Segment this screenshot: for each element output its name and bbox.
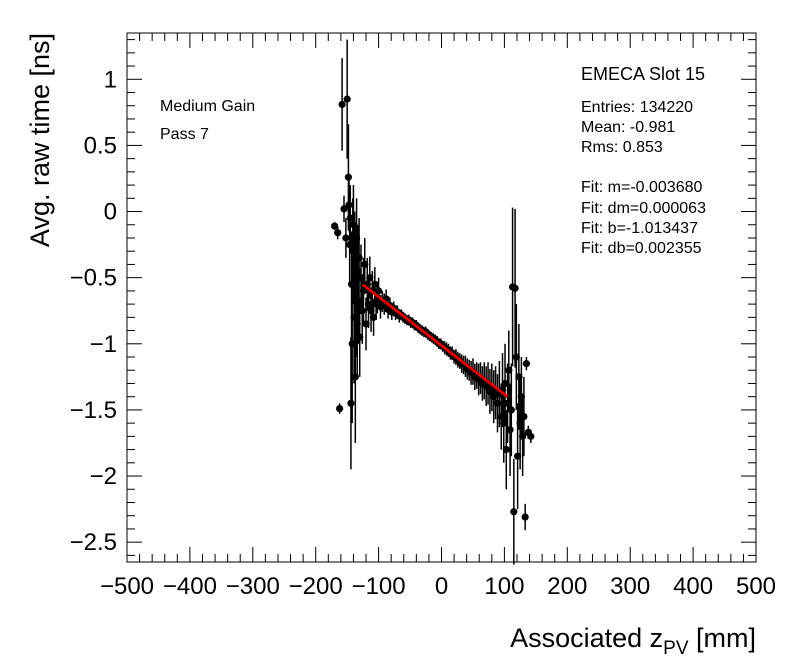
data-point (343, 95, 351, 103)
data-point (356, 333, 364, 341)
data-point (359, 287, 368, 295)
fit-b-label: Fit: b=-1.013437 (581, 220, 698, 237)
fit-db-label: Fit: db=0.002355 (581, 240, 702, 257)
data-point (375, 287, 383, 295)
fit-line-group (361, 283, 509, 398)
x-tick-label: 400 (673, 573, 713, 600)
data-point (352, 234, 361, 242)
x-axis-title: Associated zPV [mm] (510, 623, 756, 659)
data-point (342, 234, 350, 242)
data-point (364, 300, 373, 308)
data-point (354, 267, 362, 275)
data-point (367, 307, 375, 315)
data-point (350, 313, 358, 321)
data-point (344, 173, 353, 181)
x-tick-label: −500 (100, 573, 154, 600)
y-tick-labels: 1 0.5 0 −0.5 −1 −1.5 −2 −2.5 (70, 66, 117, 556)
y-tick-label: −2 (90, 463, 117, 490)
x-tick-label: 200 (547, 573, 587, 600)
fit-dm-label: Fit: dm=0.000063 (581, 200, 706, 217)
x-tick-label: 100 (484, 573, 524, 600)
data-point (501, 379, 509, 388)
data-point (506, 426, 514, 434)
data-point (358, 307, 366, 315)
data-point (347, 399, 355, 407)
data-point (369, 313, 378, 321)
x-tick-label: −100 (352, 573, 406, 600)
data-point (512, 353, 520, 361)
data-point (507, 406, 515, 414)
data-point (336, 404, 344, 413)
pass-label: Pass 7 (160, 126, 209, 143)
data-point (347, 280, 356, 288)
data-point (361, 260, 369, 269)
data-point (354, 300, 363, 308)
data-point (346, 214, 354, 222)
data-point (353, 320, 361, 328)
data-point (521, 513, 529, 521)
x-tick-label: −300 (226, 573, 280, 600)
x-tick-label: −400 (163, 573, 217, 600)
x-tick-label: 500 (736, 573, 776, 600)
x-tick-label: 300 (610, 573, 650, 600)
data-point (511, 284, 519, 292)
data-point (355, 254, 363, 262)
data-point (340, 205, 348, 213)
data-point (517, 393, 525, 401)
data-point (366, 274, 374, 282)
y-tick-label: −1 (90, 331, 117, 358)
data-point (346, 241, 354, 249)
rms-label: Rms: 0.853 (581, 139, 663, 156)
data-point (505, 366, 513, 374)
x-tick-labels: −500 −400 −300 −200 −100 0 100 200 300 400 500 (100, 573, 776, 600)
data-point (500, 419, 508, 427)
data-point (345, 201, 353, 209)
data-point (497, 412, 505, 421)
y-tick-label: 1 (104, 66, 117, 93)
data-point (349, 221, 358, 229)
data-point (338, 100, 346, 109)
data-point (357, 274, 365, 282)
data-point (351, 373, 359, 381)
data-point (514, 452, 522, 460)
data-point (371, 280, 379, 288)
data-point (510, 508, 518, 516)
fit-m-label: Fit: m=-0.003680 (581, 179, 703, 196)
y-tick-label: 0.5 (84, 132, 117, 159)
data-point (503, 399, 512, 407)
y-tick-label: −0.5 (70, 265, 117, 292)
minor-ticks (127, 33, 756, 562)
x-tick-label: −200 (289, 573, 343, 600)
y-axis-title: Avg. raw time [ns] (25, 33, 55, 247)
gain-label: Medium Gain (160, 98, 256, 115)
data-point (519, 432, 527, 440)
entries-label: Entries: 134220 (581, 99, 694, 116)
x-tick-label: 0 (435, 573, 448, 600)
data-point (351, 260, 359, 269)
data-point (352, 287, 360, 295)
major-ticks (126, 33, 757, 562)
data-point (493, 399, 502, 407)
data-point (527, 432, 535, 440)
data-point (330, 222, 339, 230)
mean-label: Mean: -0.981 (581, 119, 676, 136)
data-point (502, 445, 510, 454)
y-tick-label: −2.5 (70, 529, 117, 556)
data-point (362, 320, 370, 328)
data-point (516, 419, 524, 427)
fit-line (361, 283, 509, 398)
data-point (349, 247, 357, 255)
data-point (348, 340, 356, 348)
slot-label: EMECA Slot 15 (581, 64, 706, 84)
y-tick-label: −1.5 (70, 397, 117, 424)
data-point (515, 373, 523, 381)
data-point (522, 360, 531, 368)
data-point (520, 412, 528, 421)
y-tick-label: 0 (104, 199, 117, 226)
data-point (334, 229, 342, 237)
